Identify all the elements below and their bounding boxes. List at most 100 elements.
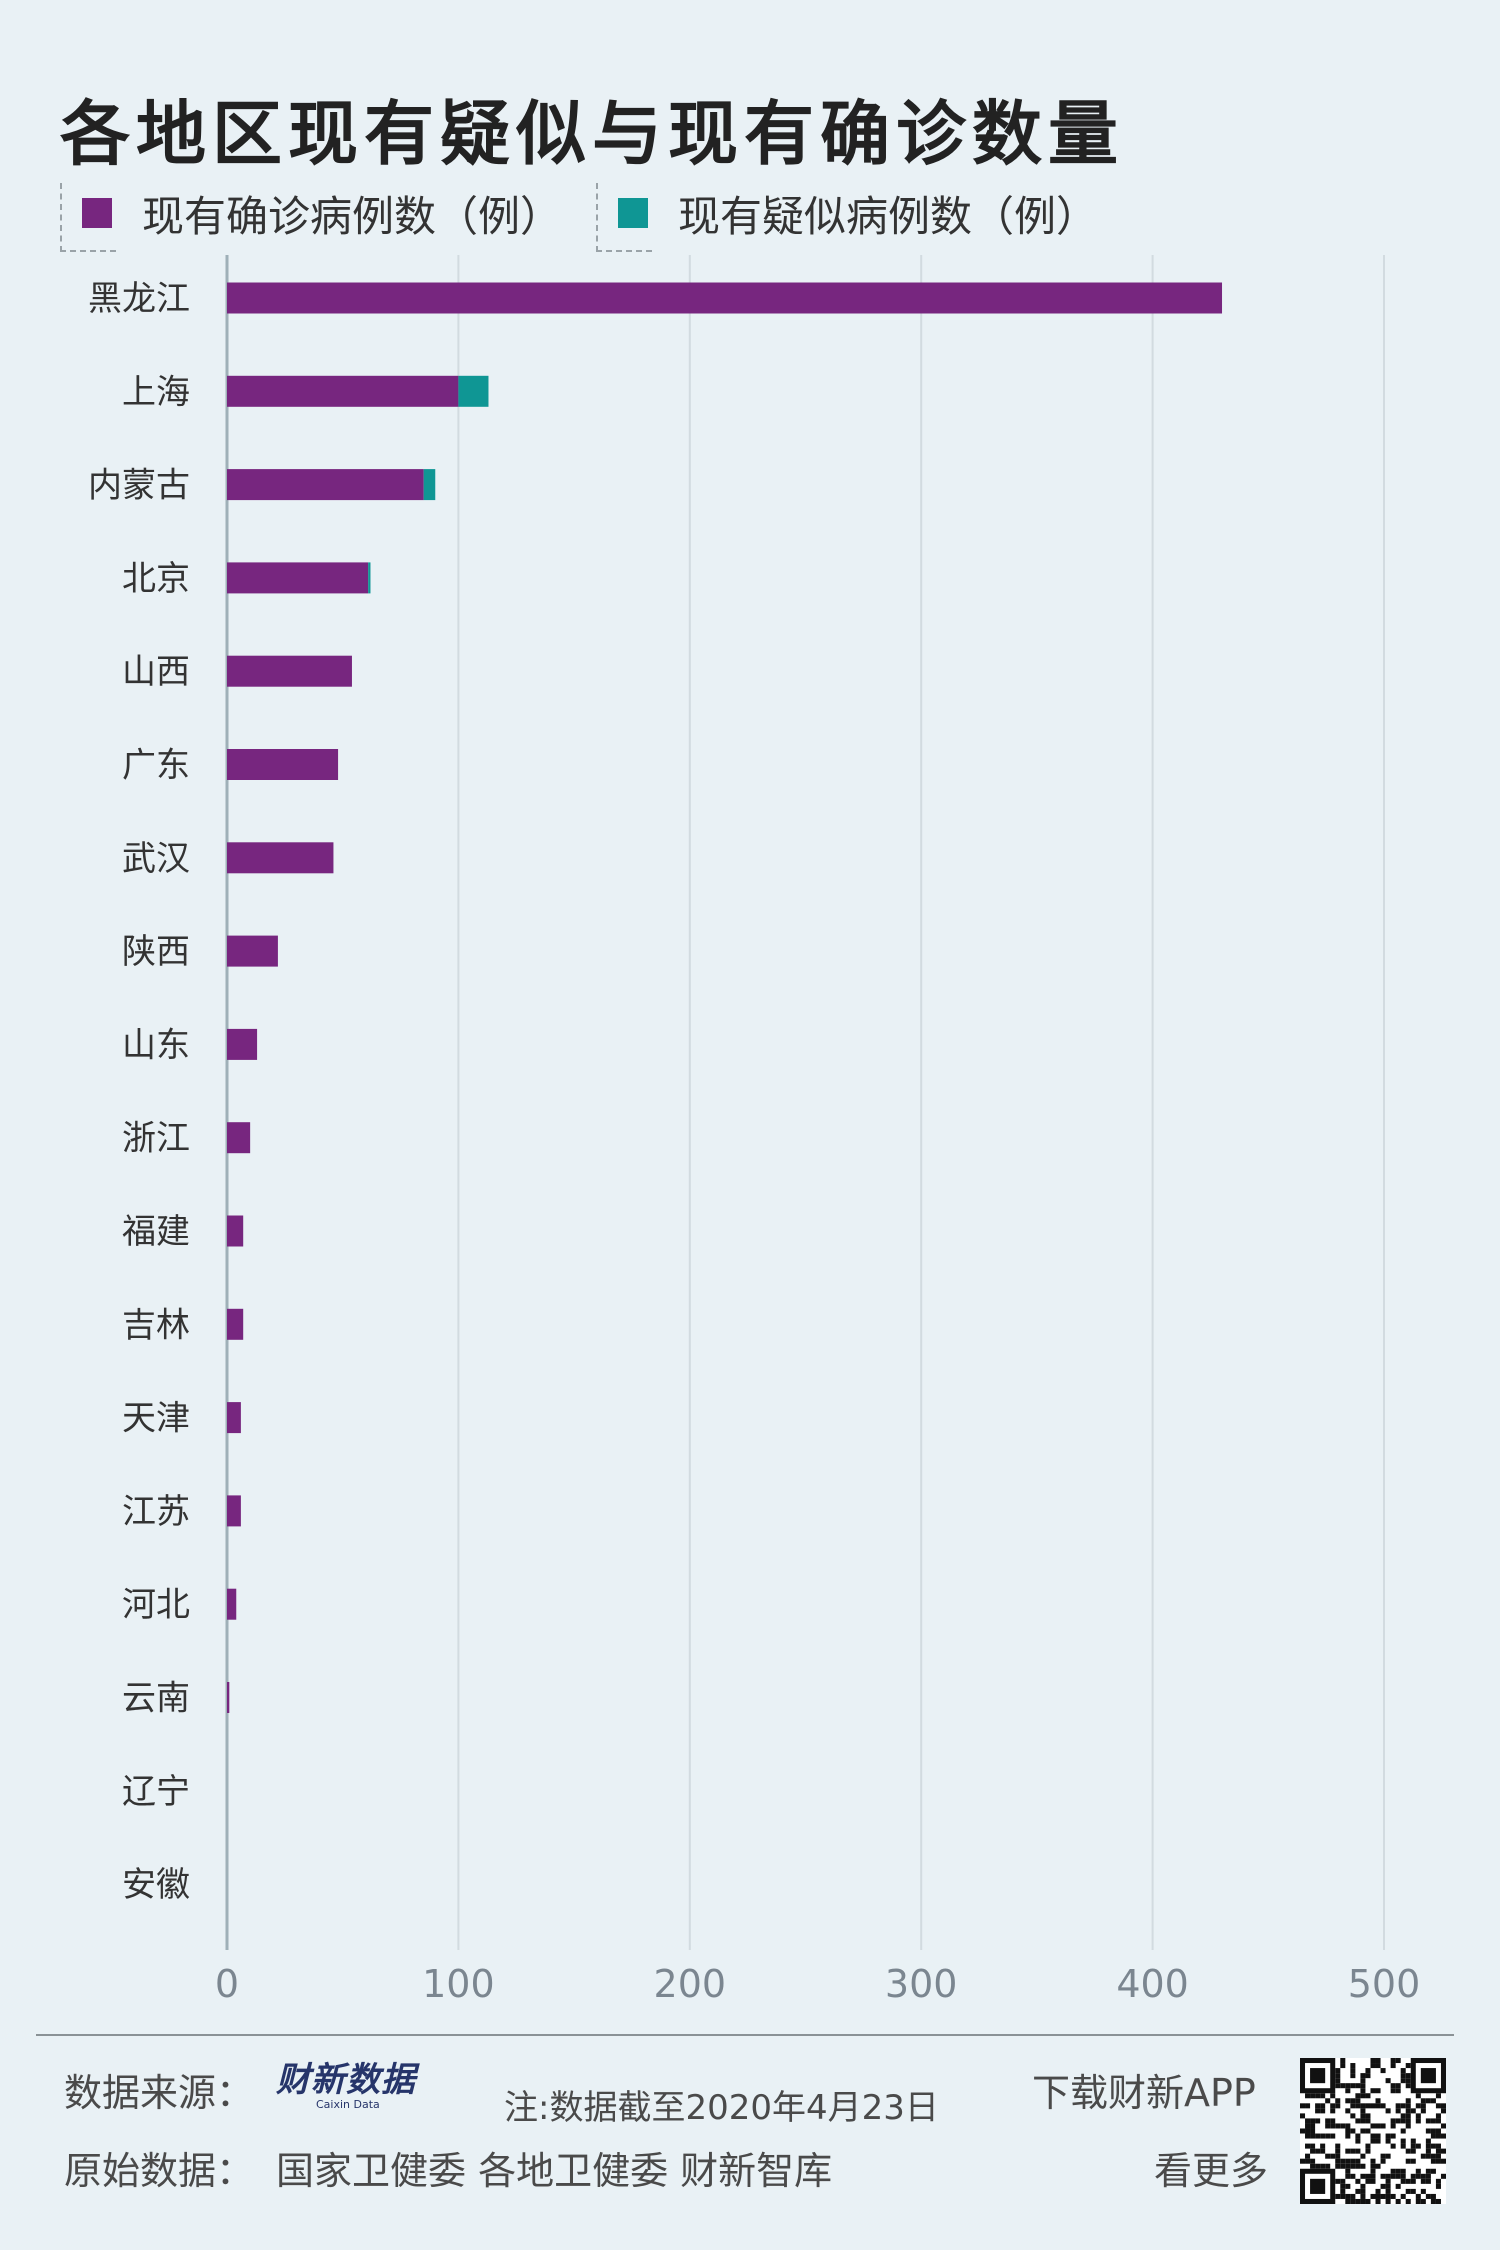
qr-module — [1370, 2173, 1376, 2179]
qr-module — [1335, 2068, 1341, 2074]
qr-module — [1400, 2173, 1406, 2179]
qr-module — [1310, 2178, 1326, 2194]
qr-module — [1380, 2183, 1386, 2189]
qr-module — [1325, 2163, 1331, 2169]
x-tick-label-100: 100 — [422, 1962, 495, 2006]
qr-module — [1365, 2148, 1371, 2154]
qr-module — [1305, 2123, 1311, 2129]
qr-module — [1300, 2128, 1306, 2134]
qr-module — [1355, 2148, 1361, 2154]
qr-module — [1405, 2123, 1411, 2129]
qr-module — [1325, 2153, 1331, 2159]
qr-module — [1330, 2123, 1336, 2129]
qr-module — [1420, 2173, 1426, 2179]
qr-module — [1315, 2108, 1321, 2114]
category-label-12: 天津 — [122, 1399, 190, 1439]
qr-module — [1375, 2163, 1381, 2169]
qr-code-icon[interactable] — [1300, 2058, 1446, 2204]
qr-module — [1345, 2098, 1351, 2104]
qr-module — [1370, 2178, 1376, 2184]
qr-module — [1350, 2158, 1356, 2164]
qr-module — [1360, 2128, 1366, 2134]
qr-module — [1380, 2158, 1386, 2164]
bar-confirmed-1 — [227, 375, 459, 407]
bar-confirmed-9 — [227, 1122, 251, 1154]
qr-module — [1390, 2063, 1396, 2069]
qr-module — [1365, 2198, 1371, 2204]
qr-module — [1430, 2153, 1436, 2159]
category-label-3: 北京 — [122, 559, 190, 599]
bar-confirmed-11 — [227, 1308, 244, 1340]
qr-module — [1310, 2158, 1316, 2164]
qr-module — [1395, 2088, 1401, 2094]
qr-module — [1425, 2143, 1431, 2149]
qr-module — [1340, 2188, 1346, 2194]
qr-module — [1350, 2148, 1356, 2154]
qr-module — [1355, 2138, 1361, 2144]
qr-module — [1400, 2078, 1406, 2084]
qr-module — [1345, 2123, 1351, 2129]
source-label: 数据来源： — [64, 2071, 255, 2115]
qr-module — [1425, 2168, 1431, 2174]
qr-module — [1370, 2088, 1376, 2094]
qr-module — [1375, 2098, 1381, 2104]
qr-module — [1415, 2168, 1421, 2174]
qr-module — [1310, 2143, 1316, 2149]
category-label-10: 福建 — [122, 1212, 190, 1252]
bar-confirmed-3 — [227, 562, 369, 594]
qr-module — [1425, 2148, 1431, 2154]
qr-module — [1405, 2148, 1411, 2154]
qr-module — [1440, 2133, 1446, 2139]
data-note: 注:数据截至2020年4月23日 — [504, 2088, 939, 2128]
category-label-5: 广东 — [122, 746, 190, 786]
qr-module — [1360, 2118, 1366, 2124]
legend-item-confirmed: 现有确诊病例数（例） — [60, 182, 562, 252]
qr-module — [1390, 2083, 1396, 2089]
qr-module — [1355, 2093, 1361, 2099]
qr-module — [1405, 2108, 1411, 2114]
qr-module — [1345, 2198, 1351, 2204]
bar-confirmed-13 — [227, 1495, 241, 1527]
qr-module — [1405, 2098, 1411, 2104]
qr-module — [1340, 2183, 1346, 2189]
qr-module — [1360, 2193, 1366, 2199]
qr-module — [1365, 2103, 1371, 2109]
qr-module — [1435, 2118, 1441, 2124]
qr-module — [1355, 2083, 1361, 2089]
qr-module — [1370, 2063, 1376, 2069]
qr-module — [1360, 2073, 1366, 2079]
qr-module — [1430, 2133, 1436, 2139]
qr-module — [1335, 2148, 1341, 2154]
qr-module — [1435, 2128, 1441, 2134]
qr-module — [1325, 2118, 1331, 2124]
qr-module — [1380, 2173, 1386, 2179]
original-data-sources: 国家卫健委 各地卫健委 财新智库 — [276, 2149, 833, 2193]
category-label-7: 陕西 — [122, 932, 190, 972]
qr-module — [1360, 2183, 1366, 2189]
qr-module — [1390, 2088, 1396, 2094]
qr-module — [1300, 2113, 1306, 2119]
qr-module — [1310, 2123, 1316, 2129]
qr-module — [1400, 2128, 1406, 2134]
qr-module — [1410, 2148, 1416, 2154]
qr-module — [1425, 2153, 1431, 2159]
qr-module — [1410, 2173, 1416, 2179]
qr-module — [1340, 2158, 1346, 2164]
qr-module — [1400, 2168, 1406, 2174]
qr-module — [1425, 2193, 1431, 2199]
qr-module — [1350, 2173, 1356, 2179]
chart-legend: 现有确诊病例数（例） 现有疑似病例数（例） — [60, 182, 1132, 252]
qr-module — [1375, 2088, 1381, 2094]
x-tick-label-400: 400 — [1116, 1962, 1189, 2006]
qr-module — [1390, 2118, 1396, 2124]
qr-module — [1315, 2133, 1321, 2139]
qr-module — [1345, 2163, 1351, 2169]
qr-module — [1355, 2163, 1361, 2169]
qr-module — [1425, 2138, 1431, 2144]
qr-module — [1345, 2128, 1351, 2134]
qr-module — [1330, 2093, 1336, 2099]
qr-module — [1320, 2108, 1326, 2114]
qr-module — [1320, 2163, 1326, 2169]
footer-divider — [36, 2034, 1454, 2036]
qr-module — [1340, 2058, 1346, 2064]
